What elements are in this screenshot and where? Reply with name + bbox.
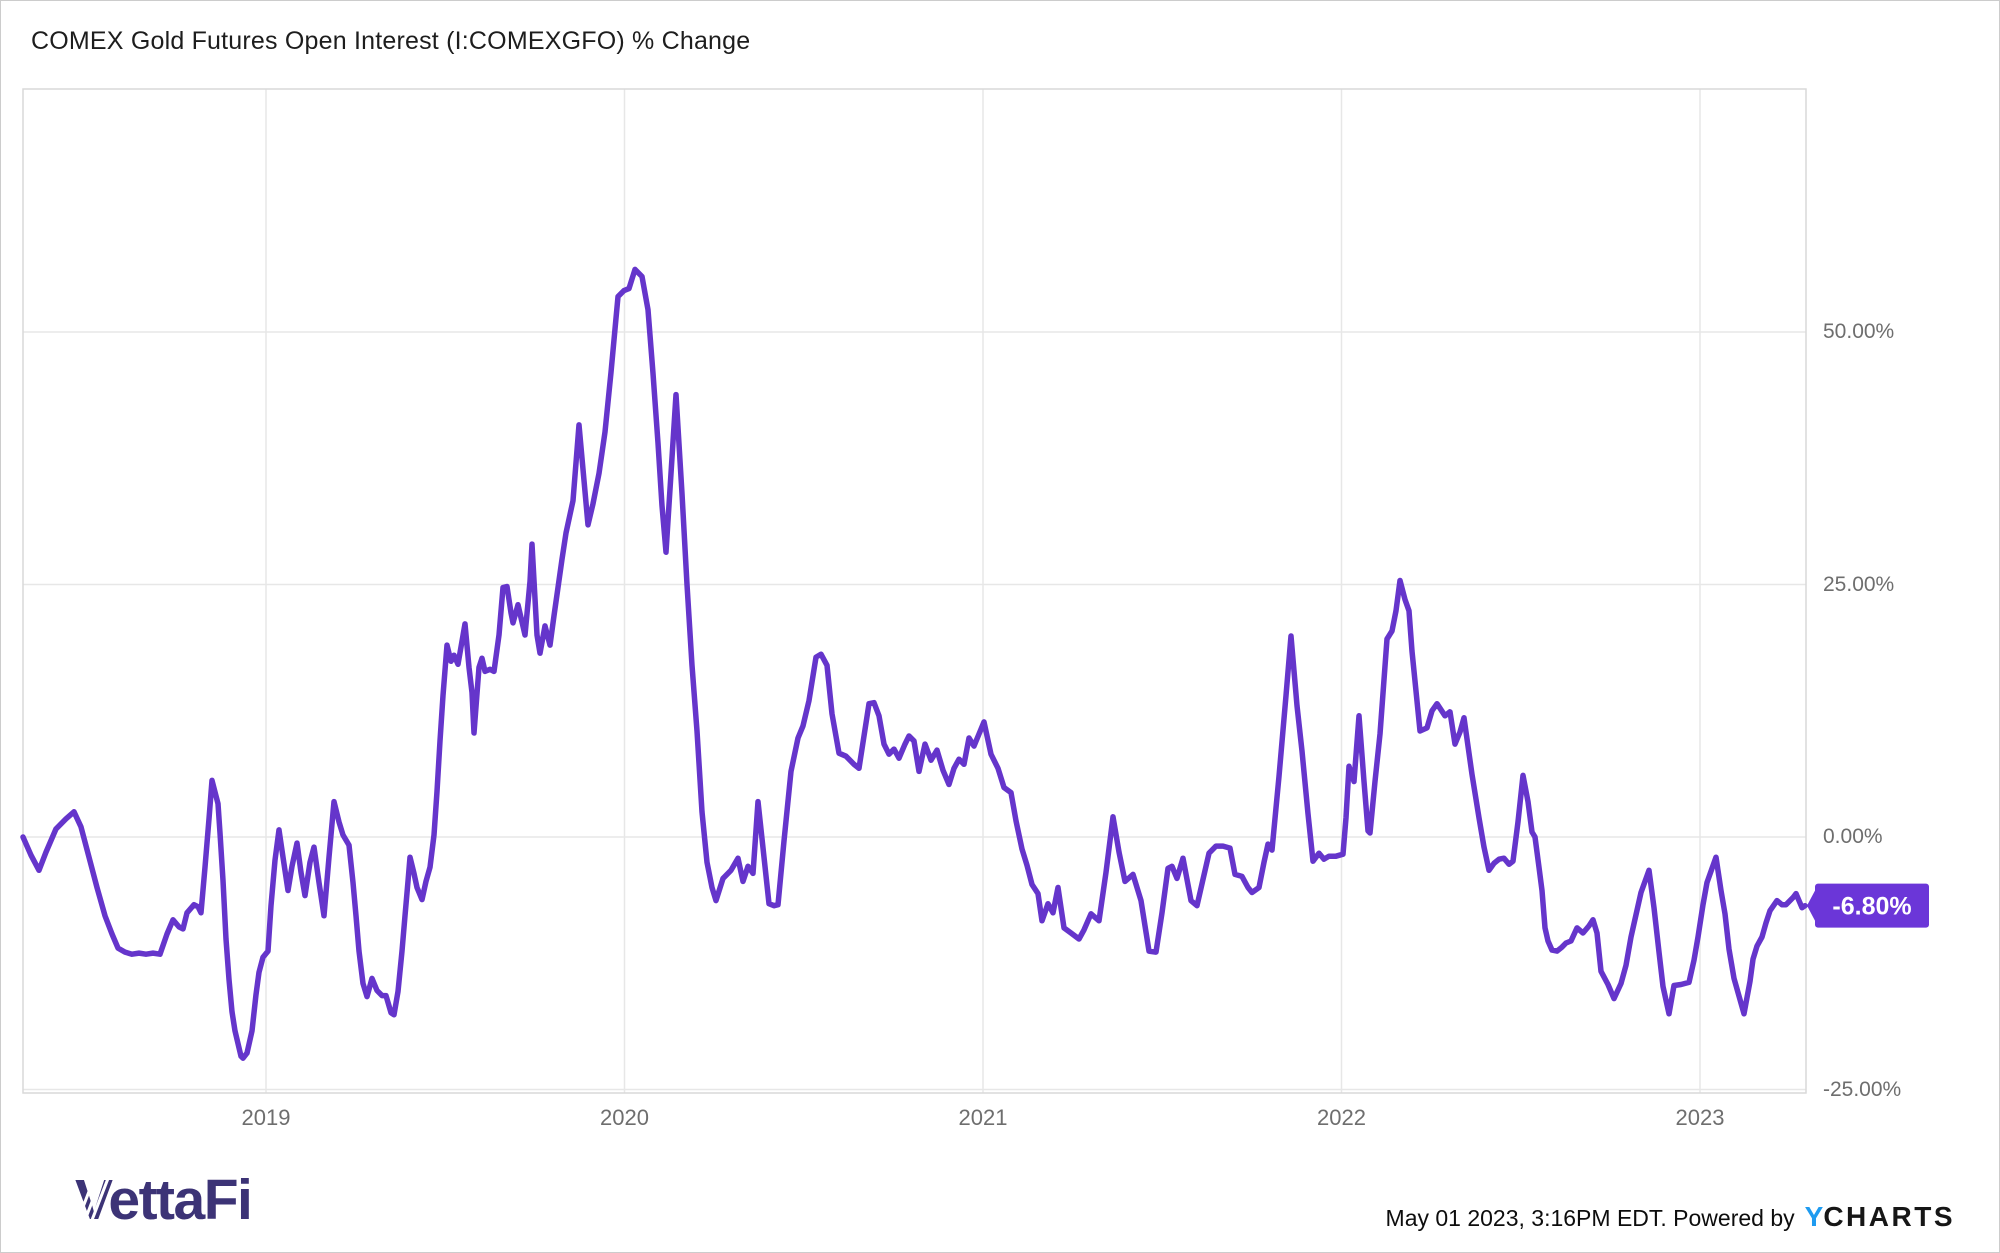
timestamp-text: May 01 2023, 3:16PM EDT. Powered by [1385,1205,1795,1231]
y-axis-tick-label: 50.00% [1823,320,1895,343]
x-axis-tick-label: 2020 [600,1105,649,1130]
chart-title: COMEX Gold Futures Open Interest (I:COME… [31,27,751,55]
vettafi-logo[interactable]: VettaFi [75,1167,253,1233]
y-axis-tick-label: 25.00% [1823,572,1895,596]
series-line [20,266,1808,1061]
footer-attribution: May 01 2023, 3:16PM EDT. Powered by YCHA… [1386,1201,1955,1233]
vettafi-logo-text: VettaFi [75,1168,253,1232]
ycharts-logo[interactable]: YCHARTS [1805,1201,1955,1233]
ycharts-y-icon: Y [1804,1201,1824,1232]
x-axis-tick-label: 2022 [1317,1105,1366,1130]
y-axis-tick-label: -25.00% [1823,1077,1902,1101]
last-value-badge [1815,883,1929,928]
ycharts-wordmark: CHARTS [1823,1201,1955,1232]
plot-border [22,88,1807,1094]
x-axis-tick-label: 2021 [958,1105,1008,1130]
x-axis-tick-label: 2023 [1675,1105,1725,1130]
last-value-badge-pointer [1807,888,1816,923]
x-axis-tick-label: 2019 [241,1105,291,1130]
last-value-badge-label: -6.80% [1832,893,1911,921]
y-axis-tick-label: 0.00% [1823,825,1883,848]
plot-hover-surface[interactable] [23,89,1806,1093]
